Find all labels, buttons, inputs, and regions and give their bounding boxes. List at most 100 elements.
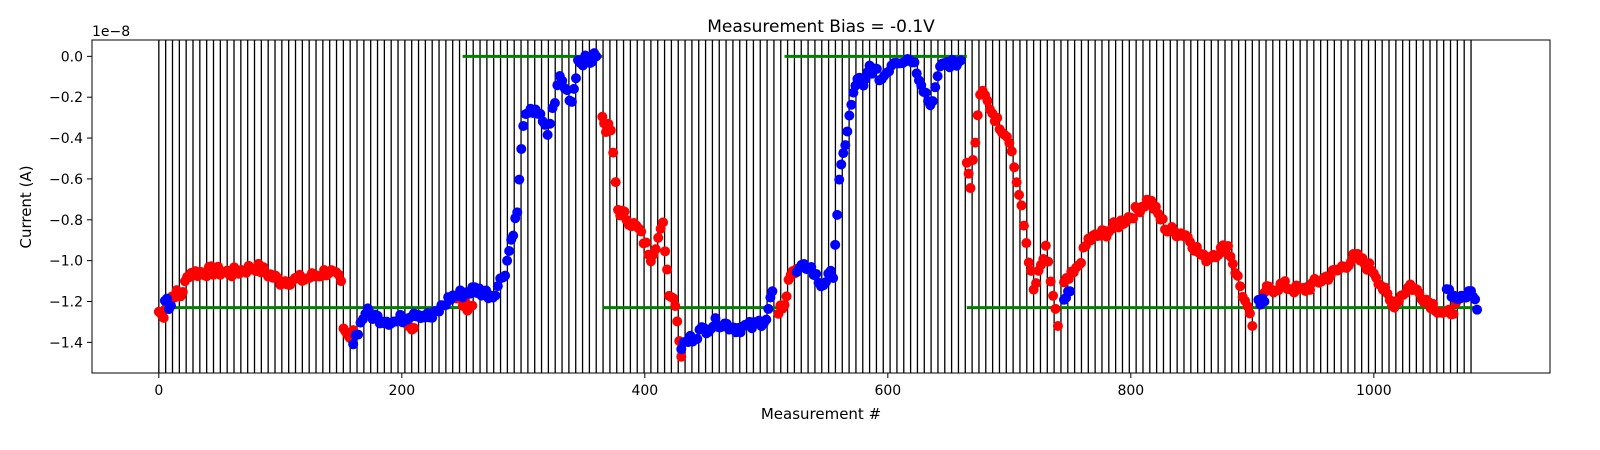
data-point <box>545 118 556 129</box>
data-point <box>1223 240 1234 251</box>
data-point <box>779 299 790 310</box>
data-point <box>830 239 841 250</box>
data-point <box>767 286 778 297</box>
data-point <box>763 303 774 314</box>
data-point <box>1247 321 1258 332</box>
data-point <box>1018 220 1029 231</box>
data-point <box>650 244 661 255</box>
data-point <box>1050 303 1061 314</box>
data-point <box>1470 294 1481 305</box>
data-point <box>972 110 983 121</box>
data-point <box>1244 308 1255 319</box>
data-point <box>840 140 851 151</box>
data-points <box>153 48 1483 362</box>
data-point <box>658 217 669 228</box>
data-point <box>1045 276 1056 287</box>
chart-title: Measurement Bias = -0.1V <box>707 17 935 37</box>
data-point <box>641 237 652 248</box>
data-point <box>662 264 673 275</box>
y-tick-label: 0.0 <box>61 49 83 65</box>
data-point <box>844 110 855 121</box>
data-point <box>1031 278 1042 289</box>
data-point <box>518 120 529 131</box>
data-point <box>566 96 577 107</box>
data-point <box>1043 256 1054 267</box>
data-point <box>710 313 721 324</box>
data-point <box>920 87 931 98</box>
data-point <box>1040 240 1051 251</box>
x-tick-label: 1000 <box>1356 383 1392 399</box>
data-point <box>660 246 671 257</box>
data-point <box>508 230 519 241</box>
data-point <box>1009 162 1020 173</box>
data-point <box>165 300 176 311</box>
x-tick-label: 800 <box>1117 383 1144 399</box>
data-point <box>1235 281 1246 292</box>
x-tick-label: 600 <box>874 383 901 399</box>
data-point <box>955 55 966 66</box>
data-point <box>568 83 579 94</box>
data-point <box>932 71 943 82</box>
data-point <box>353 329 364 340</box>
data-point <box>336 276 347 287</box>
data-point <box>1016 200 1027 211</box>
data-point <box>610 177 621 188</box>
data-point <box>832 209 843 220</box>
data-point <box>408 323 419 334</box>
data-point <box>1004 137 1015 148</box>
data-point <box>970 137 981 148</box>
data-point <box>1076 257 1087 268</box>
data-point <box>820 277 831 288</box>
data-point <box>1232 270 1243 281</box>
data-point <box>542 129 553 140</box>
data-point <box>806 262 817 273</box>
x-tick-label: 200 <box>388 383 415 399</box>
data-point <box>963 168 974 179</box>
data-point <box>672 316 683 327</box>
data-point <box>1259 296 1270 307</box>
y-tick-label: −1.4 <box>49 335 83 351</box>
y-tick-label: −0.8 <box>49 213 83 229</box>
data-point <box>467 300 478 311</box>
plot-background <box>92 40 1550 373</box>
data-point <box>504 246 515 257</box>
data-point <box>490 290 501 301</box>
plot-frame <box>91 39 1551 374</box>
data-point <box>1021 238 1032 249</box>
data-point <box>1448 308 1459 319</box>
data-point <box>846 99 857 110</box>
data-point <box>811 268 822 279</box>
data-point <box>930 82 941 93</box>
data-point <box>761 314 772 325</box>
data-point <box>591 51 602 62</box>
data-point <box>1026 265 1037 276</box>
data-point <box>871 63 882 74</box>
data-point <box>492 281 503 292</box>
data-point <box>1023 257 1034 268</box>
data-point <box>608 147 619 158</box>
data-point <box>653 232 664 243</box>
data-point <box>348 339 359 350</box>
data-point <box>158 312 169 323</box>
data-point <box>828 272 839 283</box>
data-point <box>570 73 581 84</box>
data-point <box>965 183 976 194</box>
data-point <box>1157 213 1168 224</box>
data-point <box>535 108 546 119</box>
data-point <box>1052 321 1063 332</box>
data-point <box>836 159 847 170</box>
data-point <box>514 174 525 185</box>
data-point <box>516 143 527 154</box>
vertical-markers <box>158 40 1472 373</box>
y-tick-label: −0.2 <box>49 90 83 106</box>
data-point <box>1048 290 1059 301</box>
data-point <box>834 174 845 185</box>
data-point <box>927 96 938 107</box>
data-point <box>1227 258 1238 269</box>
y-axis-label: Current (A) <box>17 165 35 248</box>
x-tick-label: 0 <box>154 383 163 399</box>
data-point <box>668 293 679 304</box>
y-tick-label: −0.4 <box>49 131 83 147</box>
x-axis-ticks: 0 200 400 600 800 1000 <box>154 373 1392 399</box>
